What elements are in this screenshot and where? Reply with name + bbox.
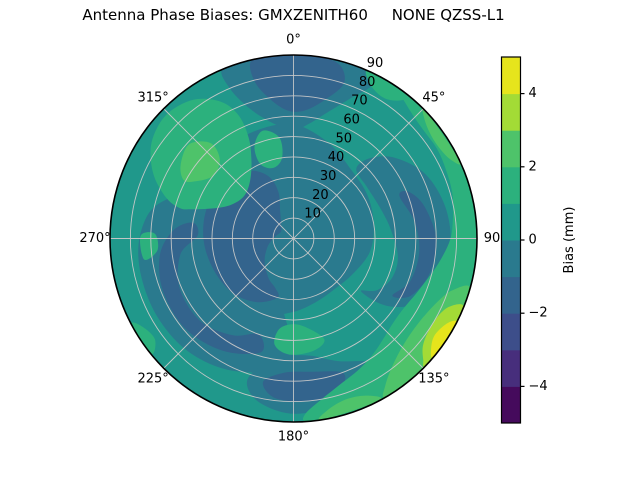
r-tick-label-30: 30 [320,169,337,184]
colorbar-axis-label: Bias (mm) [562,207,577,274]
colorbar-tick-label-4: 4 [529,86,537,101]
r-tick-label-10: 10 [304,207,321,222]
colorbar-band-9 [501,57,521,95]
theta-label-315: 315° [137,91,168,106]
contour-region-band-3 [249,55,345,112]
theta-label-225: 225° [137,371,168,386]
contour-region-band-9 [430,320,458,358]
r-tick-label-70: 70 [351,94,368,109]
theta-label-270: 270° [79,231,110,246]
polar-spine [109,54,478,423]
r-tick-label-40: 40 [328,150,345,165]
theta-label-135: 135° [418,371,449,386]
colorbar-band-7 [501,130,521,168]
r-tick-label-80: 80 [359,75,376,90]
contour-region-band-6 [131,322,156,355]
colorbar-tick-label-0: 0 [529,233,537,248]
colorbar-tick-label--2: −2 [529,306,548,321]
contour-regions [131,55,477,422]
theta-label-45: 45° [422,91,445,106]
contour-region-band-7 [180,141,220,183]
r-tick-label-50: 50 [336,131,353,146]
contour-region-band-3 [262,371,346,402]
r-tick-label-20: 20 [312,188,329,203]
theta-label-90: 90 [484,231,501,246]
colorbar-band-1 [501,349,521,387]
colorbar-tick-label--4: −4 [529,379,548,394]
colorbar-band-6 [501,166,521,204]
colorbar-band-4 [501,240,521,278]
colorbar-band-2 [501,313,521,351]
r-tick-label-60: 60 [343,112,360,127]
theta-label-180: 180° [278,430,309,445]
colorbar-band-8 [501,93,521,131]
r-tick-label-90: 90 [367,56,384,71]
colorbar-tick-label-2: 2 [529,159,537,174]
colorbar-band-3 [501,276,521,314]
contour-region-band-6 [274,324,325,355]
colorbar [501,57,521,424]
contour-region-band-3 [392,191,437,299]
chart-title: Antenna Phase Biases: GMXZENITH60 NONE Q… [82,6,505,24]
colorbar-band-5 [501,203,521,241]
contour-region-band-7 [422,109,461,165]
contour-region-band-6 [139,232,159,260]
contour-region-band-7 [318,395,382,420]
contour-region-band-3 [159,222,265,355]
theta-label-0: 0° [286,33,301,48]
grid-spoke-135 [163,108,424,369]
contour-region-band-6 [365,70,409,101]
colorbar-band-0 [501,386,521,424]
